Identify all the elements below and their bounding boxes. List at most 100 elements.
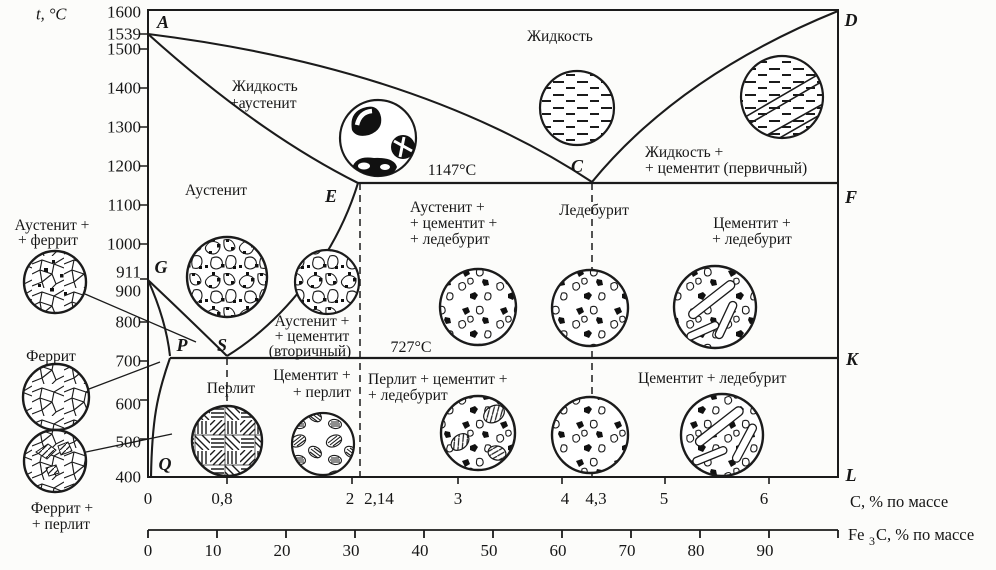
- point-letters: A D C E F G P S K Q L: [155, 10, 860, 485]
- fe3c-tick-40: 40: [412, 541, 429, 560]
- y-tick-1300: 1300: [107, 118, 141, 137]
- label-liquid-austenite-2: +аустенит: [230, 95, 297, 112]
- point-E: E: [324, 186, 337, 206]
- leader-lines: [84, 293, 197, 453]
- label-cem-led-lower: Цементит + ледебурит: [638, 370, 787, 387]
- label-cem-led-upper-2: + ледебурит: [712, 231, 792, 248]
- microstructure-circles: [21, 54, 825, 494]
- y-tick-1400: 1400: [107, 79, 141, 98]
- micro-cementite-ledeburite-lower: [679, 392, 765, 478]
- micro-pearlite: [190, 404, 264, 478]
- c-tick-0-8: 0,8: [211, 489, 232, 508]
- point-C: C: [571, 156, 584, 176]
- label-cementite-pearlite-1: Цементит +: [273, 367, 351, 384]
- y-tick-400: 400: [116, 468, 142, 487]
- point-F: F: [844, 187, 857, 207]
- fe3c-tick-70: 70: [619, 541, 636, 560]
- c-tick-4-3: 4,3: [585, 489, 606, 508]
- c-axis-title: C, % по массе: [850, 492, 948, 511]
- c-tick-4: 4: [561, 489, 570, 508]
- fe3c-tick-50: 50: [481, 541, 498, 560]
- c-tick-2-14: 2,14: [364, 489, 394, 508]
- y-tick-1539: 1539: [107, 25, 141, 44]
- fe3c-axis-title-rest: C, % по массе: [876, 525, 974, 544]
- y-tick-1500: 1500: [107, 40, 141, 59]
- micro-cementite-ledeburite-upper: [672, 264, 758, 350]
- micro-liquid: [538, 69, 616, 147]
- y-tick-500: 500: [116, 433, 142, 452]
- label-liquid-cementite-2: + цементит (первичный): [645, 160, 807, 177]
- y-tick-700: 700: [116, 352, 142, 371]
- label-liquid: Жидкость: [527, 28, 593, 45]
- fe3c-tick-30: 30: [343, 541, 360, 560]
- y-tick-1600: 1600: [107, 3, 141, 22]
- point-S: S: [217, 335, 227, 355]
- micro-ledeburite-upper: [550, 268, 630, 348]
- fe3c-axis-title-sub: 3: [869, 534, 875, 548]
- liquidus-AC: [147, 32, 593, 183]
- label-austenite-ferrite-1: Аустенит +: [15, 217, 90, 234]
- temp-727: 727°C: [390, 339, 431, 356]
- micro-austenite-ferrite-left: [22, 249, 88, 315]
- y-tick-1100: 1100: [108, 196, 141, 215]
- micro-cementite-pearlite: [290, 411, 356, 477]
- point-P: P: [176, 335, 189, 355]
- line-GP: [147, 279, 172, 357]
- c-tick-5: 5: [660, 489, 669, 508]
- micro-liquid-cementite: [739, 54, 825, 140]
- label-ledeburite: Ледебурит: [559, 202, 629, 219]
- label-austenite-cementite-1: Аустенит +: [275, 313, 350, 330]
- label-acl-3: + ледебурит: [410, 231, 490, 248]
- label-acl-1: Аустенит +: [410, 199, 485, 216]
- fe3c-axis-title-fe: Fe: [848, 525, 865, 544]
- label-ferrite: Феррит: [26, 348, 76, 365]
- y-tick-800: 800: [116, 313, 142, 332]
- region-labels: Жидкость Жидкость +аустенит Аустенит Жид…: [185, 28, 807, 404]
- y-tick-600: 600: [116, 395, 142, 414]
- label-cementite-pearlite-2: + перлит: [293, 384, 351, 401]
- phase-boundaries: [147, 10, 839, 478]
- label-austenite-cementite-2: + цементит: [275, 328, 350, 345]
- leader-ferrite-pearlite: [85, 433, 173, 453]
- label-ferrite-pearlite-2: + перлит: [32, 516, 90, 533]
- micro-austenite: [185, 235, 269, 319]
- label-austenite-cementite-3: (вторичный): [269, 343, 351, 360]
- point-G: G: [155, 257, 168, 277]
- micro-ferrite-pearlite-left: [22, 428, 88, 494]
- fe3c-tick-90: 90: [757, 541, 774, 560]
- c-tick-0: 0: [144, 489, 153, 508]
- fe3c-tick-80: 80: [688, 541, 705, 560]
- y-tick-911: 911: [116, 263, 141, 282]
- micro-liquid-austenite: [338, 98, 418, 178]
- point-K: K: [845, 349, 860, 369]
- fe3c-tick-20: 20: [274, 541, 291, 560]
- y-tick-1200: 1200: [107, 157, 141, 176]
- point-A: A: [156, 12, 169, 32]
- chart-frame: [140, 9, 839, 538]
- label-pearlite: Перлит: [207, 380, 256, 397]
- label-liquid-cementite-1: Жидкость +: [645, 144, 723, 161]
- temp-1147: 1147°C: [428, 162, 476, 179]
- label-liquid-austenite-1: Жидкость: [232, 78, 298, 95]
- micro-ledeburite-lower: [550, 395, 630, 475]
- solidus-AE: [147, 33, 359, 184]
- micro-austenite-cementite: [293, 248, 361, 316]
- c-tick-6: 6: [760, 489, 769, 508]
- fe3c-tick-10: 10: [205, 541, 222, 560]
- micro-pearlite-cementite-ledeburite: [439, 394, 517, 472]
- label-cem-led-upper-1: Цементит +: [713, 215, 791, 232]
- label-ferrite-pearlite-1: Феррит +: [31, 500, 93, 517]
- micro-ferrite-left: [21, 362, 91, 432]
- point-D: D: [844, 10, 858, 30]
- axis-labels: t, °C 1600 1539 1500 1400 1300 1200 1100…: [36, 3, 974, 561]
- fe3c-tick-60: 60: [550, 541, 567, 560]
- y-tick-1000: 1000: [107, 235, 141, 254]
- point-L: L: [845, 465, 857, 485]
- fe3c-axis: [147, 529, 839, 538]
- y-tick-900: 900: [116, 282, 142, 301]
- line-GS: [147, 279, 228, 357]
- y-axis-title: t, °C: [36, 5, 67, 24]
- micro-austenite-cementite-ledeburite: [438, 267, 518, 347]
